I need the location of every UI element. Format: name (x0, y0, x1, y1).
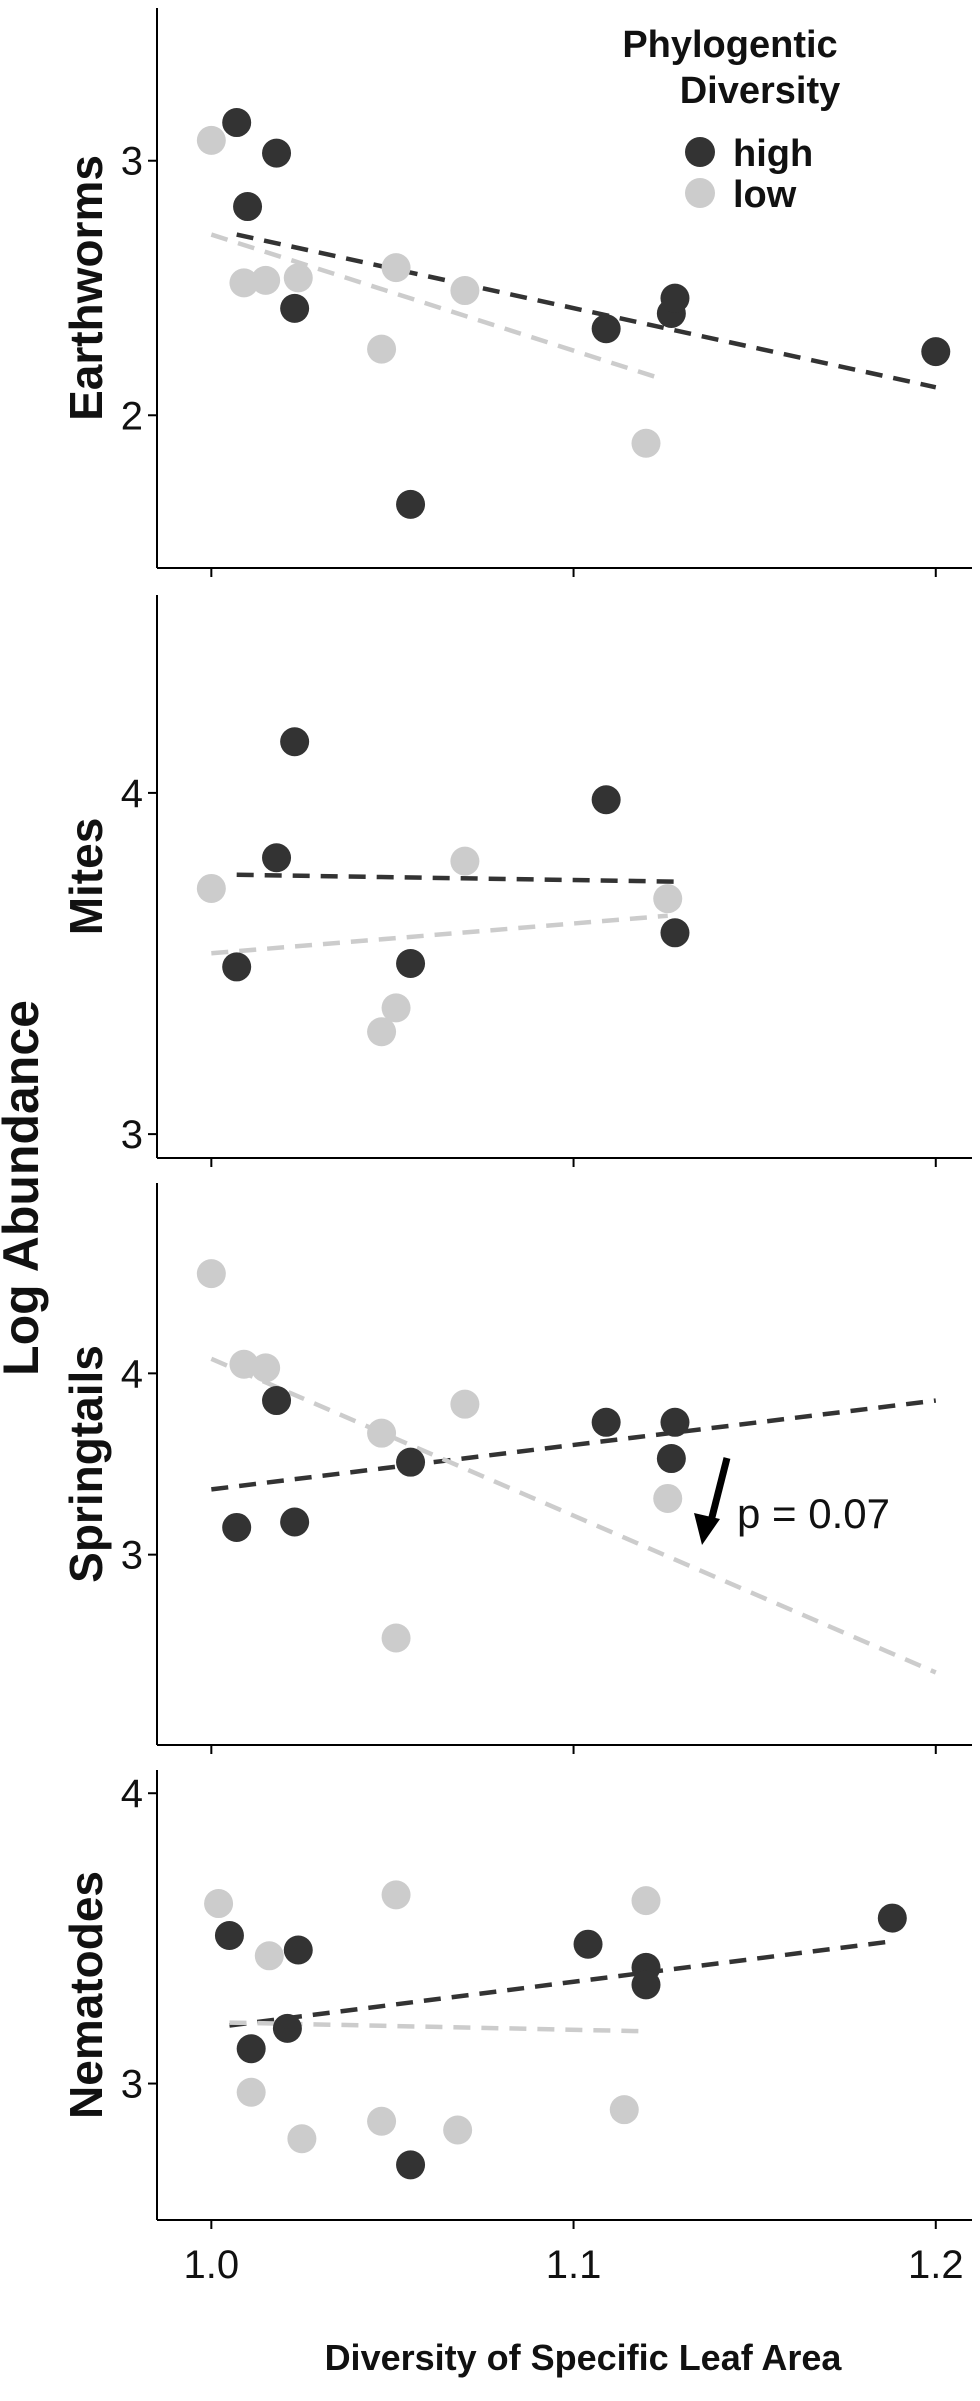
point-high (222, 952, 252, 982)
point-low (196, 125, 226, 155)
annotation-p-value: p = 0.07 (737, 1490, 890, 1537)
point-low (381, 1623, 411, 1653)
trend-line-high (229, 1939, 893, 2028)
point-low (204, 1889, 234, 1919)
point-low (367, 334, 397, 364)
point-low (631, 428, 661, 458)
point-high (660, 918, 690, 948)
point-low (251, 1353, 281, 1383)
point-high (396, 489, 426, 519)
x-tick-label: 1.2 (908, 2243, 964, 2287)
legend-title-line1: Phylogentic (622, 24, 837, 66)
y-tick-label: 3 (121, 140, 143, 184)
x-axis-title: Diversity of Specific Leaf Area (325, 2337, 843, 2378)
point-low (450, 1389, 480, 1419)
point-high (396, 949, 426, 979)
point-high (656, 1444, 686, 1474)
panel-label-springtails: Springtails (60, 1345, 112, 1583)
y-tick-label: 3 (121, 1534, 143, 1578)
point-high (272, 2013, 302, 2043)
point-low (381, 253, 411, 283)
point-low (653, 884, 683, 914)
legend: Phylogentic Diversity high low (622, 24, 840, 216)
panel-nematodes: 3 4 Nematodes (60, 1770, 972, 2229)
point-low (251, 265, 281, 295)
panel-label-earthworms: Earthworms (60, 155, 112, 421)
panel-label-nematodes: Nematodes (60, 1871, 112, 2119)
point-high (921, 337, 951, 367)
trend-line-low (210, 1356, 937, 1675)
trend-line-high (236, 232, 937, 390)
point-low (367, 1418, 397, 1448)
point-low (196, 1259, 226, 1289)
point-high (222, 1512, 252, 1542)
point-low (443, 2115, 473, 2145)
point-high (280, 1507, 310, 1537)
point-low (367, 2106, 397, 2136)
point-high (262, 843, 292, 873)
point-high (233, 192, 263, 222)
point-high (262, 138, 292, 168)
point-low (283, 263, 313, 293)
point-high (591, 1407, 621, 1437)
legend-label-low: low (733, 174, 797, 216)
point-high (660, 283, 690, 313)
point-high (222, 108, 252, 138)
point-high (280, 293, 310, 323)
point-low (450, 846, 480, 876)
y-tick-label: 4 (121, 1352, 143, 1396)
legend-label-high: high (733, 133, 813, 175)
y-tick-label: 4 (121, 1772, 143, 1816)
point-high (283, 1935, 313, 1965)
point-high (877, 1903, 907, 1933)
trend-line-high (211, 1398, 937, 1492)
point-high (214, 1920, 244, 1950)
annotation-arrow-shaft (706, 1457, 731, 1526)
trend-line-high (236, 872, 676, 884)
y-tick-label: 4 (121, 772, 143, 816)
y-tick-label: 2 (121, 394, 143, 438)
point-low (254, 1941, 284, 1971)
point-high (236, 2034, 266, 2064)
point-high (591, 785, 621, 815)
point-low (229, 268, 259, 298)
point-high (573, 1929, 603, 1959)
point-low (367, 1017, 397, 1047)
panel-label-mites: Mites (60, 818, 112, 936)
y-tick-label: 3 (121, 1113, 143, 1157)
point-high (396, 2150, 426, 2180)
legend-title-line2: Diversity (680, 70, 841, 112)
trend-line-low (211, 913, 668, 956)
point-low (381, 993, 411, 1023)
point-high (280, 727, 310, 757)
point-low (631, 1886, 661, 1916)
x-tick-label: 1.1 (546, 2243, 602, 2287)
x-tick-label: 1.0 (184, 2243, 240, 2287)
annotation-arrow-head (694, 1513, 720, 1545)
point-low (653, 1483, 683, 1513)
point-high (591, 314, 621, 344)
point-low (450, 276, 480, 306)
point-low (196, 873, 226, 903)
point-low (609, 2095, 639, 2125)
point-high (660, 1407, 690, 1437)
point-low (229, 1349, 259, 1379)
y-tick-label: 3 (121, 2063, 143, 2107)
y-axis-title: Log Abundance (0, 1000, 49, 1376)
point-low (236, 2077, 266, 2107)
point-high (631, 1970, 661, 2000)
x-axis-tick-labels: 1.0 1.1 1.2 (184, 2243, 964, 2287)
point-low (381, 1880, 411, 1910)
point-low (287, 2124, 317, 2154)
trend-line-low (210, 232, 665, 382)
point-high (396, 1447, 426, 1477)
legend-marker-high (685, 137, 715, 167)
point-high (262, 1386, 292, 1416)
legend-marker-low (685, 178, 715, 208)
